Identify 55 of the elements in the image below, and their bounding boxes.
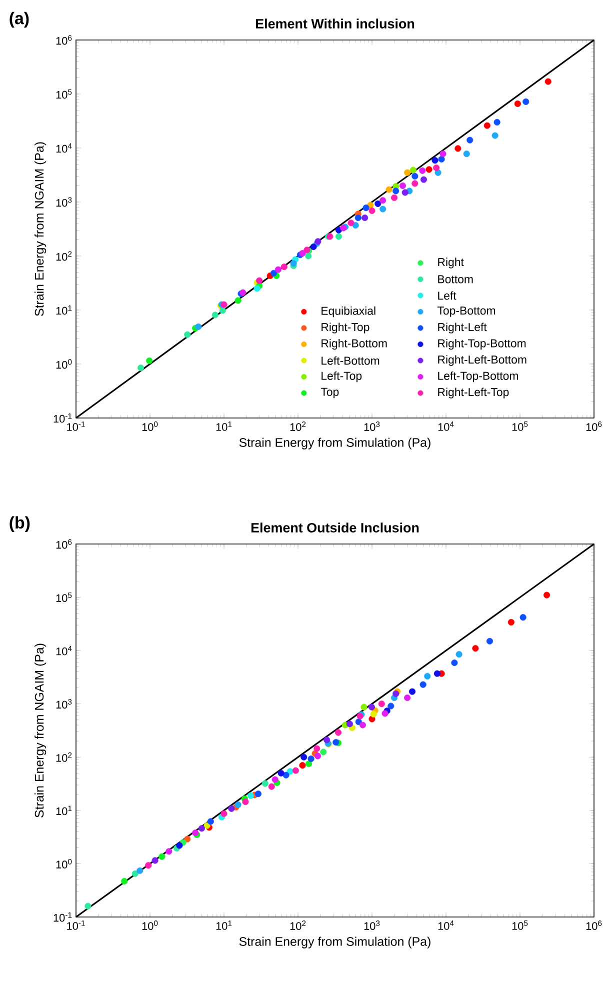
legend-label: Top [320, 388, 339, 398]
x-tick-label: 10$^{5}$ [512, 920, 528, 930]
y-tick-label: 10$^{5}$ [56, 592, 72, 602]
legend-label: Left-Top [322, 371, 362, 382]
x-tick-label: 10$^{2}$ [290, 422, 306, 431]
y-axis-title: Strain Energy from NGAIM (Pa) [34, 644, 46, 818]
legend-label: Left-Top-Bottom [438, 371, 518, 382]
x-tick-label: 10$^{1}$ [216, 422, 232, 431]
y-tick-label: 10$^{3}$ [56, 699, 72, 709]
legend-label: Right-Left-Bottom [438, 355, 526, 366]
legend-label: Right [438, 258, 464, 268]
y-tick-label: 10$^{3}$ [56, 197, 72, 207]
y-axis-title: Strain Energy from NGAIM (Pa) [34, 142, 46, 316]
x-tick-label: 10$^{1}$ [216, 920, 232, 930]
legend-label: Right-Bottom [322, 338, 387, 350]
x-tick-label: 10$^{6}$ [586, 920, 602, 930]
y-tick-label: 10$^{-1}$ [54, 912, 72, 922]
x-axis-title: Strain Energy from Simulation (Pa) [239, 438, 430, 450]
legend-label: Left-Bottom [322, 356, 380, 365]
x-tick-label: 10$^{-1}$ [67, 920, 85, 930]
x-tick-label: 10$^{2}$ [290, 920, 306, 930]
y-tick-label: 10$^{0}$ [56, 859, 72, 868]
chart-title: Element Within inclusion [256, 18, 414, 28]
x-tick-label: 10$^{4}$ [438, 920, 454, 930]
y-tick-label: 10$^{-1}$ [54, 413, 72, 423]
y-tick-label: 10$^{4}$ [56, 143, 72, 153]
legend-label: Right-Top [322, 322, 370, 334]
x-tick-label: 10$^{-1}$ [67, 422, 85, 431]
x-tick-label: 10$^{0}$ [142, 920, 158, 930]
y-tick-label: 10$^{1}$ [56, 806, 72, 816]
y-tick-label: 10$^{6}$ [56, 539, 72, 549]
legend-label: Right-Left-Top [438, 388, 509, 398]
x-tick-label: 10$^{3}$ [364, 920, 380, 930]
y-tick-label: 10$^{6}$ [56, 35, 72, 45]
y-tick-label: 10$^{4}$ [56, 646, 72, 656]
x-tick-label: 10$^{3}$ [364, 422, 380, 431]
legend-label: Right-Left [438, 322, 487, 334]
x-axis-title: Strain Energy from Simulation (Pa) [239, 936, 430, 948]
y-tick-label: 10$^{5}$ [56, 89, 72, 99]
x-tick-label: 10$^{0}$ [142, 422, 158, 431]
legend-label: Left [438, 291, 456, 300]
x-tick-label: 10$^{4}$ [438, 422, 454, 431]
text: (a) [10, 12, 29, 28]
y-tick-label: 10$^{0}$ [56, 359, 72, 369]
legend-label: Right-Top-Bottom [438, 338, 526, 350]
y-tick-label: 10$^{1}$ [56, 305, 72, 315]
chart-title: Element Outside Inclusion [251, 522, 419, 532]
x-tick-label: 10$^{5}$ [512, 422, 528, 431]
legend-label: Equibiaxial [322, 306, 376, 318]
legend-label: Top-Bottom [437, 306, 496, 317]
legend-label: Bottom [438, 275, 473, 284]
x-tick-label: 10$^{6}$ [586, 422, 602, 431]
y-tick-label: 10$^{2}$ [56, 752, 72, 762]
text: (b) [10, 516, 30, 532]
y-tick-label: 10$^{2}$ [56, 251, 72, 261]
